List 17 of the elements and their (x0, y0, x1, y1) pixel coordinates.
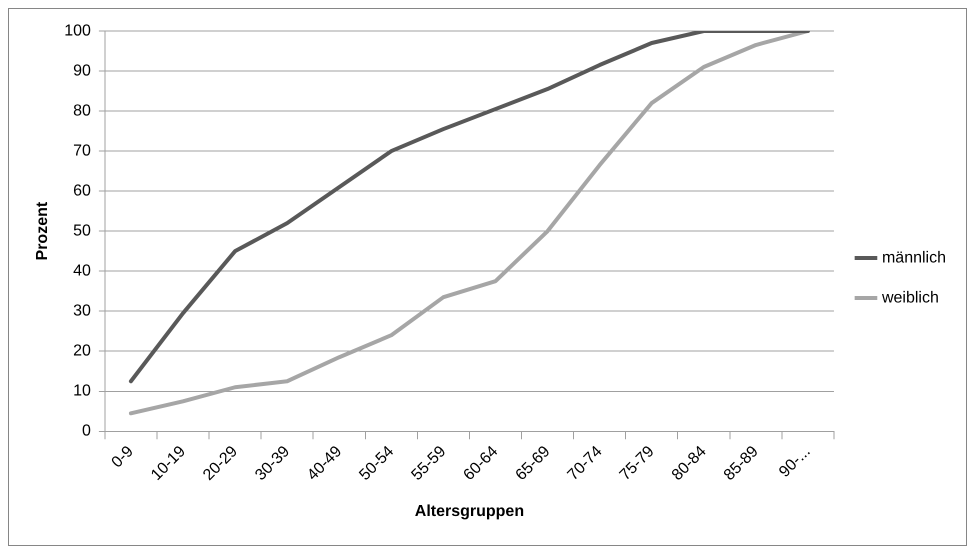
y-tick-label: 100 (64, 22, 91, 40)
y-tick-label: 70 (73, 142, 91, 160)
y-tick-label: 20 (73, 342, 91, 360)
x-tick-label: 0-9 (108, 442, 137, 472)
y-tick-label: 50 (73, 222, 91, 240)
y-axis-title: Prozent (34, 201, 52, 260)
y-tick-label: 60 (73, 182, 91, 200)
y-tick-label: 10 (73, 382, 91, 400)
legend-label: weiblich (880, 289, 939, 306)
y-tick-label: 90 (73, 62, 91, 80)
y-tick-label: 80 (73, 102, 91, 120)
x-axis-title: Altersgruppen (414, 502, 524, 520)
x-tick-label: 90-... (776, 443, 814, 481)
y-tick-label: 40 (73, 262, 91, 280)
legend-label: männlich (882, 249, 946, 266)
y-tick-label: 0 (82, 422, 91, 440)
y-tick-label: 30 (73, 302, 91, 320)
